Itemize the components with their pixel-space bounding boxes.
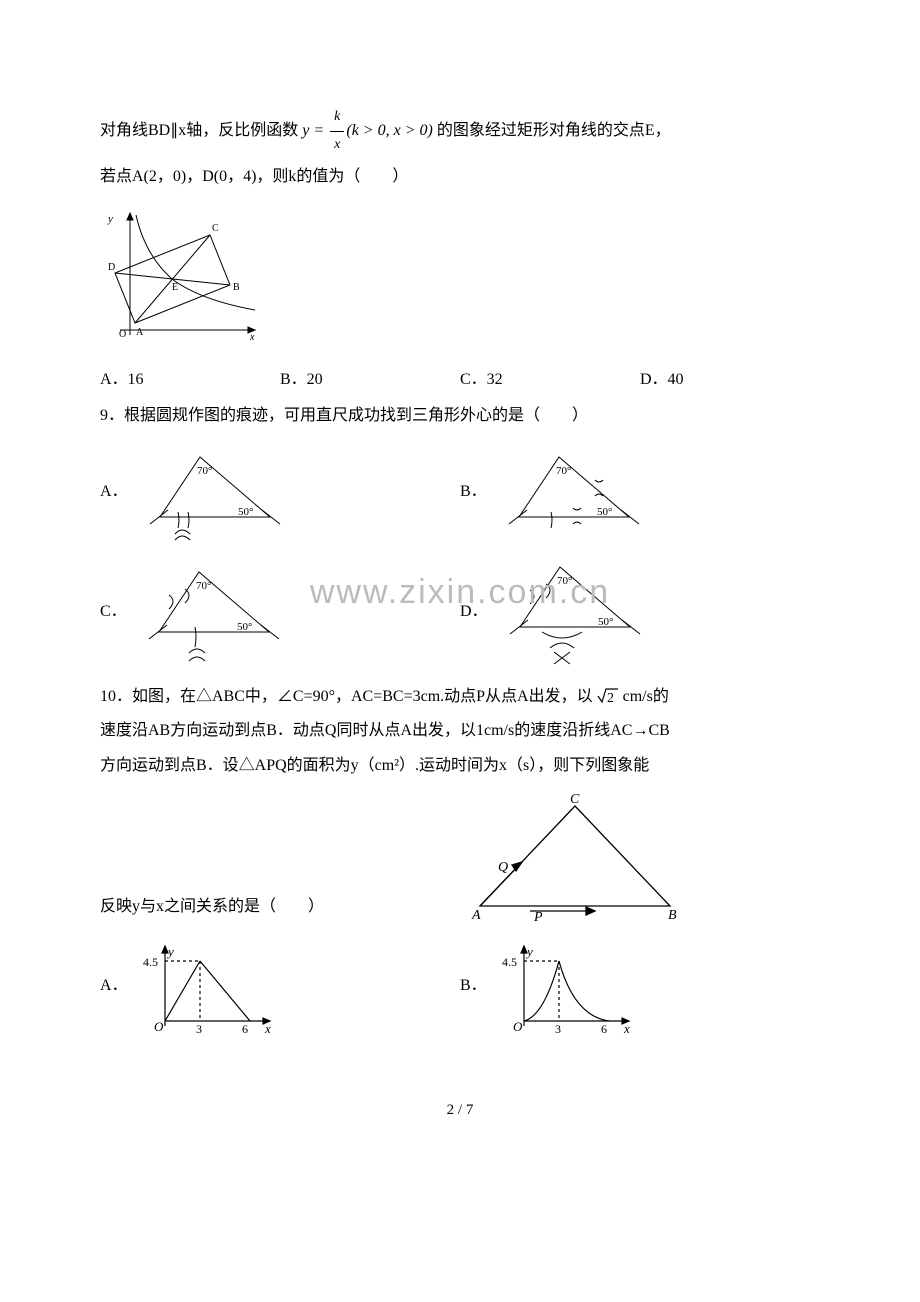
- q9-cell-d: D． 70° 50°: [460, 552, 820, 672]
- q9-diagram-b: 70° 50°: [499, 442, 649, 542]
- graph-o: O: [154, 1019, 164, 1034]
- q10-line4: 反映y与x之间关系的是（ ）: [100, 892, 460, 922]
- q9-label-b: B．: [460, 477, 487, 507]
- q10-diagram-row: 反映y与x之间关系的是（ ） A B C P Q: [100, 791, 820, 926]
- svg-text:D: D: [108, 262, 115, 273]
- svg-text:E: E: [172, 282, 178, 293]
- graph-x: x: [623, 1021, 630, 1036]
- q9-row2: C． 70° 50° D．: [100, 552, 820, 672]
- q9-label-c: C．: [100, 597, 127, 627]
- q8-opt-b: B．20: [280, 365, 460, 395]
- angle-50: 50°: [237, 621, 252, 633]
- angle-70: 70°: [557, 575, 572, 587]
- tri-q: Q: [498, 860, 508, 875]
- graph-x: x: [264, 1021, 271, 1036]
- tri-c: C: [570, 792, 580, 807]
- q9-diagram-a: 70° 50°: [140, 442, 290, 542]
- graph-ymax: 4.5: [143, 955, 158, 969]
- svg-text:y: y: [107, 213, 113, 225]
- q8-opt-c: C．32: [460, 365, 640, 395]
- formula-eq: =: [309, 122, 328, 139]
- q10-options-row1: A． y x O 4.5 3 6: [100, 936, 820, 1036]
- q10-main-diagram: A B C P Q: [460, 791, 820, 926]
- q10-cell-b: B． y x O 4.5 3 6: [460, 936, 820, 1036]
- page-number: 2 / 7: [100, 1096, 820, 1125]
- angle-50: 50°: [598, 616, 613, 628]
- q8-options: A．16 B．20 C．32 D．40: [100, 365, 820, 395]
- svg-text:C: C: [212, 223, 219, 234]
- q10-sqrt: 2: [597, 688, 623, 705]
- q9-cell-a: A． 70° 50°: [100, 442, 460, 542]
- graph-y: y: [525, 944, 533, 959]
- graph-x2: 6: [242, 1022, 248, 1036]
- angle-70: 70°: [197, 465, 212, 477]
- graph-x2: 6: [601, 1022, 607, 1036]
- q10-graph-a: y x O 4.5 3 6: [140, 936, 280, 1036]
- q10-cell-a: A． y x O 4.5 3 6: [100, 936, 460, 1036]
- angle-50: 50°: [238, 506, 253, 518]
- q10-line3: 方向运动到点B．设△APQ的面积为y（cm²）.运动时间为x（s），则下列图象能: [100, 751, 820, 781]
- svg-text:A: A: [136, 327, 144, 338]
- q8-formula: y = kx(k > 0, x > 0): [302, 122, 437, 139]
- q9-row1: A． 70° 50° B．: [100, 442, 820, 542]
- q9-cell-b: B． 70° 50°: [460, 442, 820, 542]
- q9-text: 9．根据圆规作图的痕迹，可用直尺成功找到三角形外心的是（ ）: [100, 401, 820, 431]
- q8-line2: 若点A(2，0)，D(0，4)，则k的值为（ ）: [100, 162, 820, 192]
- q8-opt-a: A．16: [100, 365, 280, 395]
- q9-cell-c: C． 70° 50°: [100, 557, 460, 667]
- q10-line1-b: cm/s的: [623, 688, 669, 705]
- graph-o: O: [513, 1019, 523, 1034]
- q9-label-a: A．: [100, 477, 128, 507]
- q9-label-d: D．: [460, 597, 488, 627]
- graph-x1: 3: [555, 1022, 561, 1036]
- frac-den: x: [330, 132, 344, 159]
- formula-cond: (k > 0, x > 0): [346, 122, 432, 139]
- fraction: kx: [330, 104, 344, 158]
- q10-line2: 速度沿AB方向运动到点B．动点Q同时从点A出发，以1cm/s的速度沿折线AC→C…: [100, 716, 820, 746]
- q8-line1: 对角线BD∥x轴，反比例函数 y = kx(k > 0, x > 0) 的图象经…: [100, 104, 820, 158]
- svg-text:O: O: [119, 329, 126, 340]
- graph-y: y: [166, 944, 174, 959]
- q8-diagram: y x O A B C D E: [100, 205, 265, 340]
- angle-70: 70°: [556, 465, 571, 477]
- q10-line1-a: 10．如图，在△ABC中，∠C=90°，AC=BC=3cm.动点P从点A出发，以: [100, 688, 593, 705]
- frac-num: k: [330, 104, 344, 132]
- angle-50: 50°: [597, 506, 612, 518]
- angle-70: 70°: [196, 580, 211, 592]
- q10-label-b: B．: [460, 971, 487, 1001]
- tri-b: B: [668, 908, 677, 923]
- q9-diagram-d: 70° 50°: [500, 552, 660, 672]
- q10-line1: 10．如图，在△ABC中，∠C=90°，AC=BC=3cm.动点P从点A出发，以…: [100, 682, 820, 712]
- q9-diagram-c: 70° 50°: [139, 557, 299, 667]
- q10-graph-b: y x O 4.5 3 6: [499, 936, 639, 1036]
- q10-label-a: A．: [100, 971, 128, 1001]
- svg-text:B: B: [233, 282, 240, 293]
- graph-ymax: 4.5: [502, 955, 517, 969]
- sqrt-val: 2: [607, 691, 614, 705]
- tri-p: P: [533, 910, 543, 925]
- q8-opt-d: D．40: [640, 365, 820, 395]
- tri-a: A: [471, 908, 481, 923]
- graph-x1: 3: [196, 1022, 202, 1036]
- q8-suffix1: 的图象经过矩形对角线的交点E，: [437, 122, 671, 139]
- q8-prefix: 对角线BD∥x轴，反比例函数: [100, 122, 298, 139]
- svg-text:x: x: [249, 332, 255, 340]
